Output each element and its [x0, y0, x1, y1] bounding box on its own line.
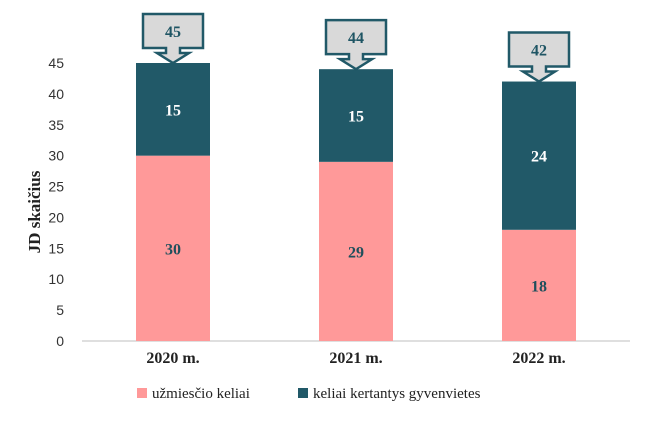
total-label: 42	[531, 43, 547, 60]
data-label: 29	[348, 244, 364, 261]
y-axis-label: JD skaičius	[25, 170, 44, 253]
y-tick-label: 25	[48, 179, 64, 195]
bar-segment	[136, 63, 210, 156]
x-tick-label: 2022 m.	[512, 350, 565, 367]
bar-segment	[502, 229, 576, 341]
total-callout	[507, 31, 571, 84]
y-tick-label: 35	[48, 117, 64, 133]
x-tick-label: 2020 m.	[146, 350, 199, 367]
y-tick-label: 5	[56, 302, 64, 318]
y-tick-label: 45	[48, 55, 64, 71]
data-label: 18	[531, 278, 547, 295]
data-label: 30	[165, 241, 181, 258]
y-tick-label: 10	[48, 271, 64, 287]
y-tick-label: 30	[48, 148, 64, 164]
data-label: 15	[348, 109, 364, 126]
total-label: 45	[165, 24, 181, 41]
y-tick-label: 0	[56, 333, 64, 349]
y-tick-label: 40	[48, 86, 64, 102]
legend-label: keliai kertantys gyvenvietes	[313, 386, 481, 402]
bar-segment	[319, 69, 393, 162]
bar-segment	[319, 161, 393, 341]
y-tick-label: 15	[48, 240, 64, 256]
data-label: 24	[531, 149, 547, 166]
x-tick-label: 2021 m.	[329, 350, 382, 367]
total-label: 44	[348, 30, 364, 47]
legend-swatch	[298, 388, 308, 398]
y-tick-label: 20	[48, 209, 64, 225]
legend-label: užmiesčio keliai	[152, 386, 250, 402]
total-callout	[141, 12, 205, 65]
legend-swatch	[137, 388, 147, 398]
total-callout	[324, 18, 388, 71]
bar-segment	[502, 81, 576, 230]
data-label: 15	[165, 102, 181, 119]
bar-segment	[136, 155, 210, 341]
